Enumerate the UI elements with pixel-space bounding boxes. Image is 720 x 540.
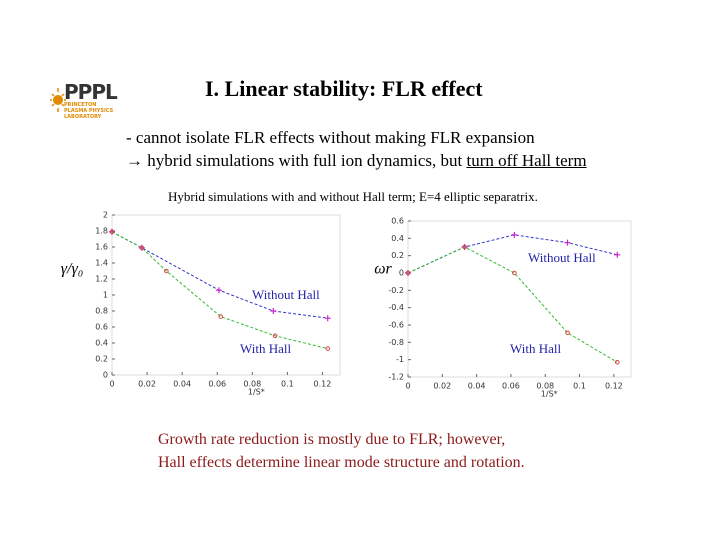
data-point (462, 244, 467, 250)
y-tick-label: 1.2 (95, 275, 108, 284)
x-tick-label: 0.12 (605, 382, 623, 391)
y-tick-label: 0.2 (391, 251, 404, 260)
conclusion: Growth rate reduction is mostly due to F… (158, 431, 506, 448)
logo-text: PPPL (64, 80, 118, 104)
data-point (614, 251, 621, 258)
bullet-emphasis: turn off Hall term (466, 151, 587, 170)
annotation: Without Hall (252, 287, 320, 302)
logo-subtext: PRINCETON PLASMA PHYSICS LABORATORY (64, 102, 114, 120)
data-point (215, 287, 222, 294)
data-point (405, 270, 411, 276)
x-tick-label: 0.02 (433, 382, 451, 391)
data-point (565, 330, 570, 336)
conclusion: Hall effects determine linear mode struc… (158, 454, 525, 471)
annotation: Without Hall (528, 250, 596, 265)
data-point (614, 359, 620, 365)
data-point (512, 270, 517, 276)
x-tick-label: 0.02 (138, 380, 156, 389)
data-point (325, 346, 331, 351)
annotation: With Hall (240, 341, 291, 356)
slide-title: I. Linear stability: FLR effect (205, 76, 483, 101)
y-tick-label: -1.2 (388, 373, 404, 382)
y-tick-label: 0 (399, 269, 404, 278)
y-axis-label: γ/γ₀ (61, 261, 84, 278)
x-axis-label: 1/S* (248, 388, 265, 397)
logo-sun (50, 88, 66, 112)
x-tick-label: 0.08 (243, 380, 261, 389)
data-point (270, 308, 277, 314)
series-line (111, 231, 328, 350)
x-tick-label: 0.1 (281, 380, 294, 389)
x-tick-label: 0.06 (208, 380, 226, 389)
x-axis-label: 1/S* (541, 390, 558, 399)
data-point (139, 245, 145, 251)
data-point (109, 229, 115, 235)
y-tick-label: 0 (103, 371, 108, 380)
y-tick-label: 0.6 (95, 323, 108, 332)
y-tick-label: 0.4 (95, 339, 108, 348)
data-point (164, 268, 169, 274)
bullet: → hybrid simulations with full ion dynam… (126, 151, 587, 171)
bullet: - cannot isolate FLR effects without mak… (126, 128, 535, 147)
y-tick-label: 1.8 (95, 227, 108, 236)
y-tick-label: 1.4 (95, 259, 108, 268)
bullet-text: → hybrid simulations with full ion dynam… (126, 151, 467, 170)
y-tick-label: -0.4 (388, 303, 404, 312)
y-tick-label: 0.2 (95, 355, 108, 364)
data-point (324, 315, 331, 322)
logo: PPPL PRINCETON PLASMA PHYSICS LABORATORY (50, 80, 120, 120)
annotation: With Hall (510, 341, 561, 356)
y-tick-label: 0.6 (391, 217, 404, 226)
x-tick-label: 0.06 (502, 382, 520, 391)
y-tick-label: -0.2 (388, 286, 404, 295)
x-tick-label: 0 (109, 380, 114, 389)
data-point (511, 231, 518, 238)
series-line (111, 231, 328, 319)
data-point (272, 333, 278, 339)
y-tick-label: 1.6 (95, 243, 108, 252)
y-tick-label: -0.6 (388, 321, 404, 330)
series-line (407, 246, 618, 363)
x-tick-label: 0 (405, 382, 410, 391)
y-tick-label: -0.8 (388, 338, 404, 347)
y-axis-label: ωr (374, 261, 392, 278)
x-tick-label: 0.1 (573, 382, 586, 391)
plot-frame (407, 220, 632, 378)
y-tick-label: 0.8 (95, 307, 108, 316)
caption: Hybrid simulations with and without Hall… (168, 189, 538, 204)
y-tick-label: 1 (103, 291, 108, 300)
x-tick-label: 0.08 (536, 382, 554, 391)
x-tick-label: 0.04 (468, 382, 486, 391)
y-tick-label: -1 (396, 355, 404, 364)
y-tick-label: 0.4 (391, 234, 404, 243)
x-tick-label: 0.12 (314, 380, 332, 389)
data-point (218, 314, 224, 319)
x-tick-label: 0.04 (173, 380, 191, 389)
y-tick-label: 2 (103, 211, 108, 220)
data-point (564, 239, 571, 246)
